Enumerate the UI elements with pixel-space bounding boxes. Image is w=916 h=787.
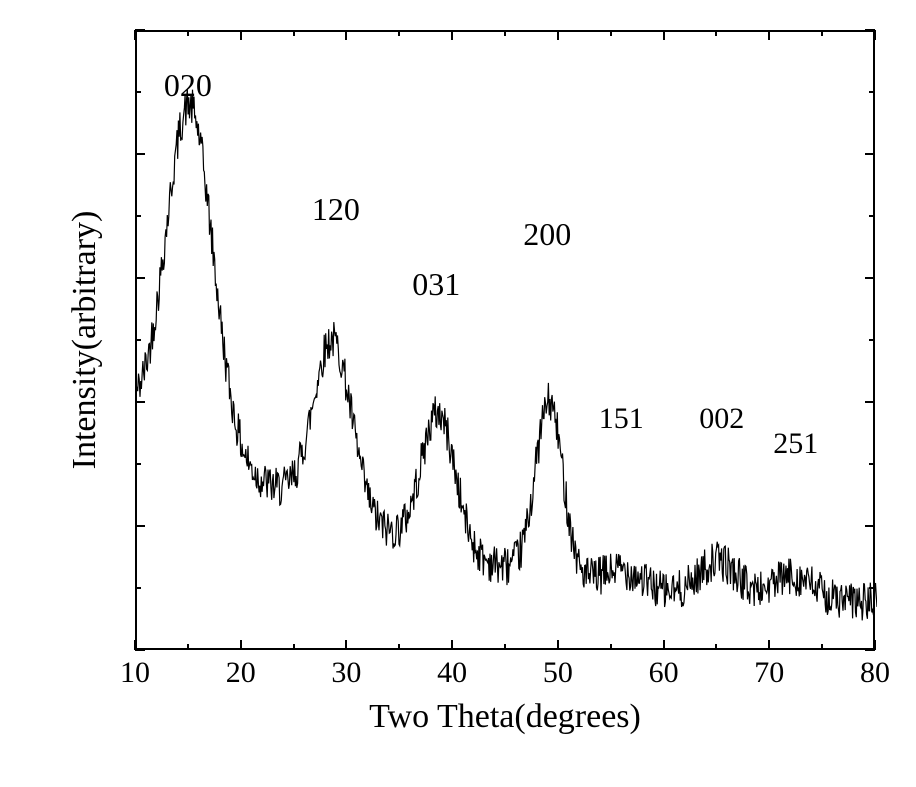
xaxis-tick-label: 80	[860, 656, 890, 690]
xaxis-tick-minor	[293, 30, 295, 36]
peak-label: 251	[773, 427, 818, 461]
xaxis-tick-minor	[504, 644, 506, 650]
xrd-chart: 10 20 30 40 50 60 70 80 Two Theta(degrees) Intens…	[50, 20, 890, 760]
yaxis-tick-minor	[135, 215, 141, 217]
spectrum-line	[137, 32, 877, 652]
xaxis-tick-label: 60	[649, 656, 679, 690]
yaxis-tick-major	[135, 649, 145, 651]
xaxis-tick-label: 10	[120, 656, 150, 690]
xaxis-tick-minor	[610, 644, 612, 650]
xaxis-tick-minor	[504, 30, 506, 36]
yaxis-tick-major	[135, 401, 145, 403]
xaxis-tick-minor	[821, 644, 823, 650]
yaxis-tick-minor	[135, 91, 141, 93]
peak-label: 031	[412, 266, 460, 303]
yaxis-tick-minor	[869, 463, 875, 465]
xaxis-tick-major	[557, 640, 559, 650]
xaxis-tick-major	[768, 640, 770, 650]
xaxis-tick-minor	[715, 644, 717, 650]
yaxis-tick-minor	[135, 463, 141, 465]
yaxis-tick-major	[135, 525, 145, 527]
yaxis-tick-minor	[135, 587, 141, 589]
xaxis-tick-minor	[398, 30, 400, 36]
xaxis-tick-minor	[610, 30, 612, 36]
yaxis-tick-minor	[869, 91, 875, 93]
xaxis-tick-label: 70	[754, 656, 784, 690]
xaxis-tick-minor	[821, 30, 823, 36]
xaxis-tick-minor	[187, 644, 189, 650]
xaxis-tick-minor	[398, 644, 400, 650]
yaxis-tick-major	[135, 153, 145, 155]
yaxis-tick-major	[135, 277, 145, 279]
spectrum-path	[137, 89, 877, 620]
xaxis-tick-label: 40	[437, 656, 467, 690]
xaxis-tick-major	[663, 30, 665, 40]
xaxis-tick-label: 50	[543, 656, 573, 690]
yaxis-tick-major	[865, 401, 875, 403]
peak-label: 020	[164, 67, 212, 104]
plot-area	[135, 30, 875, 650]
peak-label: 151	[599, 402, 644, 436]
xaxis-label: Two Theta(degrees)	[369, 698, 641, 736]
xaxis-tick-major	[451, 640, 453, 650]
xaxis-tick-minor	[187, 30, 189, 36]
xaxis-tick-major	[768, 30, 770, 40]
xaxis-tick-major	[345, 640, 347, 650]
yaxis-tick-minor	[869, 339, 875, 341]
yaxis-tick-major	[865, 153, 875, 155]
xaxis-tick-major	[557, 30, 559, 40]
peak-label: 200	[523, 216, 571, 253]
yaxis-tick-major	[865, 277, 875, 279]
yaxis-tick-minor	[869, 587, 875, 589]
yaxis-tick-minor	[135, 339, 141, 341]
yaxis-tick-major	[865, 525, 875, 527]
xaxis-tick-major	[874, 30, 876, 40]
xaxis-tick-major	[240, 30, 242, 40]
yaxis-tick-major	[135, 29, 145, 31]
peak-label: 002	[699, 402, 744, 436]
xaxis-tick-major	[240, 640, 242, 650]
xaxis-tick-major	[134, 30, 136, 40]
xaxis-tick-minor	[715, 30, 717, 36]
xaxis-tick-label: 20	[226, 656, 256, 690]
xaxis-tick-major	[663, 640, 665, 650]
yaxis-tick-major	[865, 29, 875, 31]
xaxis-tick-minor	[293, 644, 295, 650]
yaxis-tick-minor	[869, 215, 875, 217]
yaxis-tick-major	[865, 649, 875, 651]
yaxis-label: Intensity(arbitrary)	[66, 211, 104, 470]
peak-label: 120	[312, 191, 360, 228]
xaxis-tick-major	[451, 30, 453, 40]
xaxis-tick-label: 30	[331, 656, 361, 690]
xaxis-tick-major	[345, 30, 347, 40]
